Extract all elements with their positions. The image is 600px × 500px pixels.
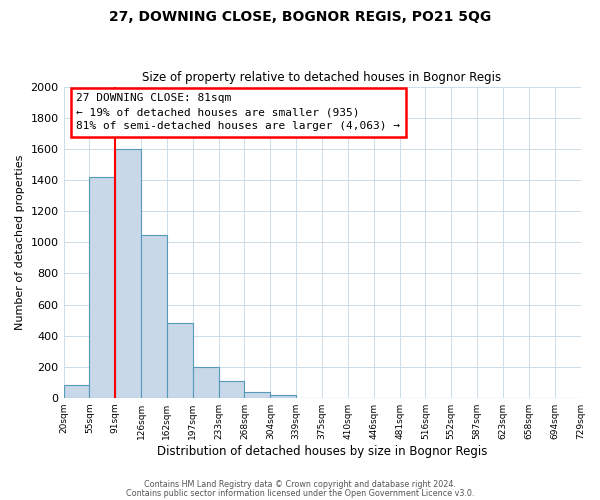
Bar (115, 149, 141, 398)
Bar (167, 323, 193, 398)
Bar (141, 234, 167, 398)
Bar (244, 392, 271, 398)
Text: Contains HM Land Registry data © Crown copyright and database right 2024.: Contains HM Land Registry data © Crown c… (144, 480, 456, 489)
Text: 27, DOWNING CLOSE, BOGNOR REGIS, PO21 5QG: 27, DOWNING CLOSE, BOGNOR REGIS, PO21 5Q… (109, 10, 491, 24)
Bar (64, 384, 89, 398)
Text: 27 DOWNING CLOSE: 81sqm
← 19% of detached houses are smaller (935)
81% of semi-d: 27 DOWNING CLOSE: 81sqm ← 19% of detache… (76, 94, 400, 132)
X-axis label: Distribution of detached houses by size in Bognor Regis: Distribution of detached houses by size … (157, 444, 487, 458)
Y-axis label: Number of detached properties: Number of detached properties (15, 154, 25, 330)
Bar (193, 366, 218, 398)
Text: Contains public sector information licensed under the Open Government Licence v3: Contains public sector information licen… (126, 490, 474, 498)
Bar (89, 177, 115, 398)
Bar (218, 380, 244, 398)
Bar (271, 396, 296, 398)
Title: Size of property relative to detached houses in Bognor Regis: Size of property relative to detached ho… (142, 72, 502, 85)
